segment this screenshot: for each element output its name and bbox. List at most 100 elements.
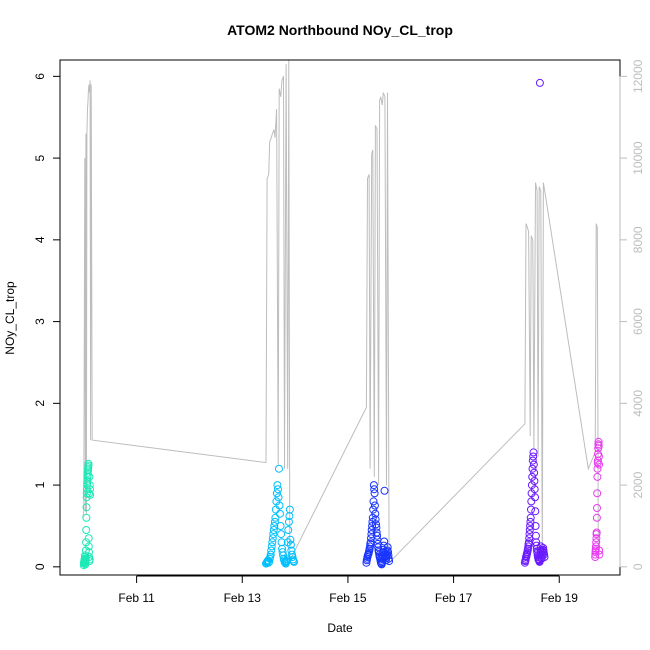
y2-tick-label: 2000 (631, 471, 645, 498)
y2-tick-label: 0 (631, 563, 645, 570)
data-point (277, 530, 286, 539)
data-point (529, 452, 538, 461)
data-point (593, 489, 602, 498)
data-point (526, 513, 535, 522)
data-point (595, 546, 604, 555)
data-point (85, 555, 94, 564)
y-tick-label: 3 (33, 318, 47, 325)
data-point (529, 460, 538, 469)
data-point (528, 472, 537, 481)
y-tick-label: 5 (33, 154, 47, 161)
data-point (276, 522, 285, 530)
x-tick-label: Feb 15 (329, 591, 367, 605)
data-point (268, 534, 277, 543)
data-point (366, 542, 374, 551)
data-point (527, 505, 535, 514)
y-tick-label: 6 (33, 73, 47, 80)
data-point (85, 489, 94, 498)
data-point (528, 464, 537, 473)
data-point (527, 481, 536, 490)
data-point (368, 522, 377, 530)
data-point (595, 550, 604, 559)
data-point (285, 505, 294, 514)
data-point (380, 537, 389, 546)
y-axis: 0 1 2 3 4 5 6 (33, 73, 61, 570)
x-axis-label: Date (327, 621, 353, 635)
data-point (270, 522, 279, 530)
data-point (274, 485, 282, 494)
secondary-series-line (82, 59, 599, 564)
secondary-line-layer (82, 59, 599, 564)
data-point (380, 486, 389, 495)
y2-tick-label: 8000 (631, 226, 645, 253)
data-point (592, 538, 601, 547)
data-point (531, 507, 540, 516)
data-point (267, 546, 276, 555)
data-point (371, 509, 380, 518)
data-point (284, 526, 293, 534)
y-tick-label: 2 (33, 400, 47, 407)
data-point (593, 504, 601, 512)
data-point (86, 485, 94, 494)
y2-tick-label: 12000 (631, 59, 645, 93)
data-point (276, 509, 284, 518)
data-point (530, 477, 539, 485)
y2-tick-label: 6000 (631, 308, 645, 335)
data-point (530, 485, 539, 494)
data-point (290, 557, 298, 566)
data-point (531, 493, 539, 502)
data-point (530, 468, 539, 477)
data-point (275, 464, 283, 473)
data-point (82, 503, 91, 512)
data-point (385, 557, 394, 566)
data-point (274, 493, 283, 502)
data-point (84, 534, 93, 543)
data-point (525, 534, 534, 543)
data-point (265, 557, 274, 566)
data-point (535, 78, 544, 87)
data-point (369, 497, 378, 506)
data-point (370, 501, 379, 510)
data-point (594, 437, 603, 446)
data-point (82, 526, 91, 534)
data-point (367, 530, 376, 539)
data-point (531, 531, 540, 540)
data-point (526, 522, 535, 530)
data-point (529, 448, 538, 457)
data-point (383, 543, 392, 552)
y-tick-label: 0 (33, 563, 47, 570)
data-point (531, 522, 540, 530)
data-point (594, 452, 603, 461)
data-point (268, 538, 277, 547)
data-point (592, 534, 601, 543)
data-point (525, 526, 534, 534)
data-point (84, 542, 93, 551)
y2-tick-label: 10000 (631, 141, 645, 175)
data-point (371, 515, 380, 524)
data-point (269, 526, 278, 534)
data-point (286, 535, 295, 544)
data-point (374, 543, 383, 552)
data-point (86, 490, 95, 499)
data-point (373, 531, 382, 540)
data-point (369, 505, 378, 514)
data-point (270, 517, 279, 526)
data-point (592, 528, 601, 537)
y-axis-label: NOy_CL_trop (3, 281, 17, 355)
data-point (384, 551, 393, 560)
y2-tick-label: 4000 (631, 390, 645, 417)
plot-frame (59, 59, 621, 576)
y2-axis: 0 2000 4000 6000 8000 10000 12000 (619, 59, 645, 570)
data-point (83, 477, 92, 485)
data-point (593, 472, 602, 481)
data-point (370, 485, 379, 494)
data-point (85, 481, 94, 490)
y-tick-label: 4 (33, 236, 47, 243)
data-point (267, 542, 276, 551)
data-point (527, 497, 536, 506)
data-point (286, 540, 295, 549)
chart-title: ATOM2 Northbound NOy_CL_trop (227, 22, 453, 38)
x-tick-label: Feb 13 (224, 591, 262, 605)
data-point (271, 513, 280, 522)
